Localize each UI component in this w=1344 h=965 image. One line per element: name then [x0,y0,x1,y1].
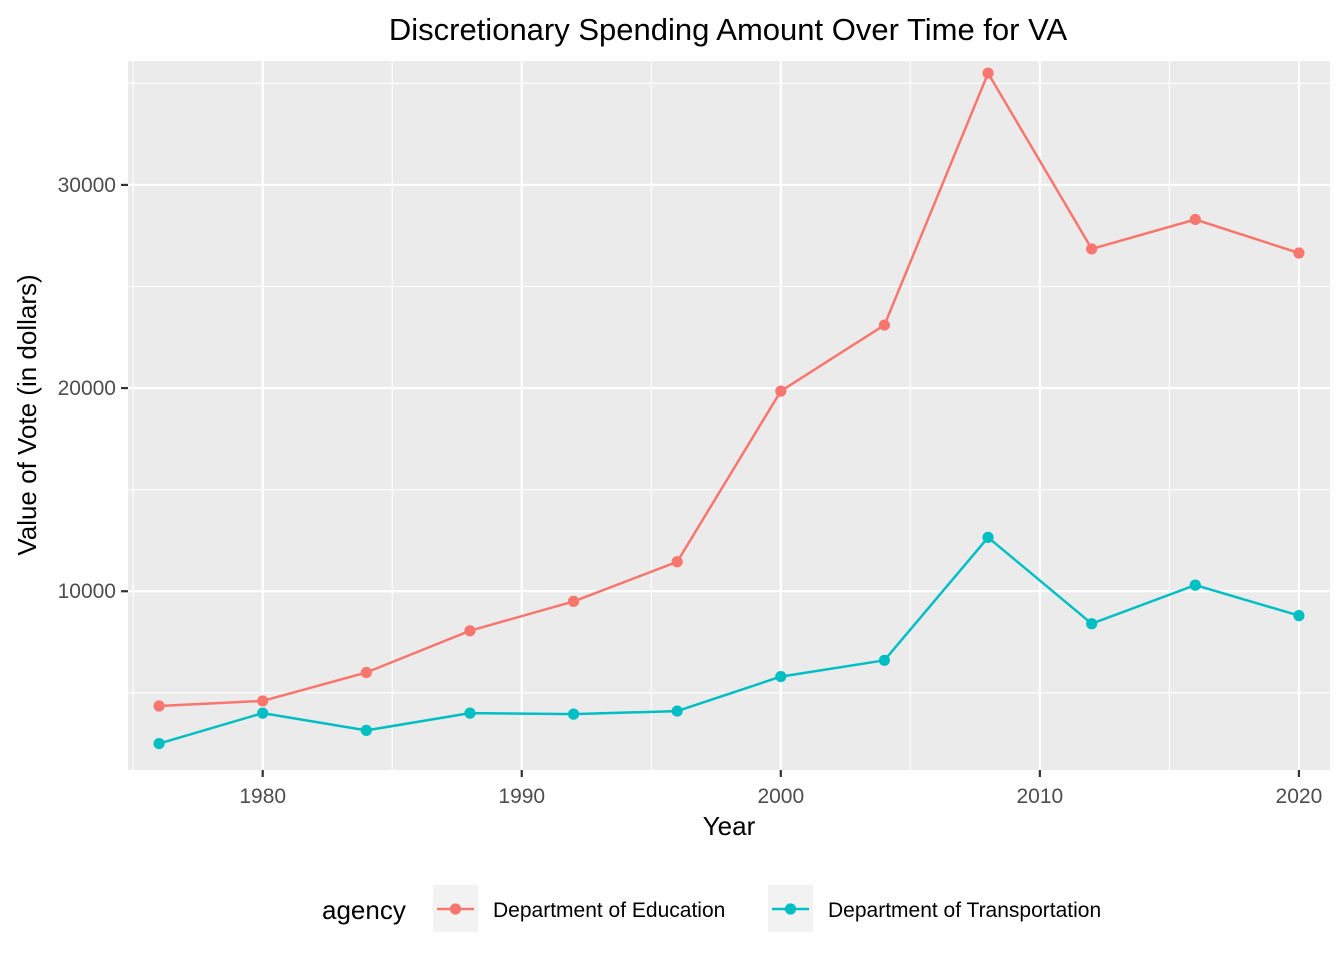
data-point-department-of-transportation [1189,579,1201,591]
data-point-department-of-transportation [982,531,994,543]
plot-panel [128,61,1330,770]
data-point-department-of-transportation [567,708,580,720]
data-point-department-of-education [1189,213,1201,226]
data-point-department-of-education [567,595,580,607]
legend-item: Department of Education [433,885,725,932]
y-tick-label: 10000 [58,580,116,603]
series-line-department-of-transportation [158,536,1300,745]
axis-ticks [121,183,1301,777]
data-point-department-of-transportation [878,654,891,666]
data-point-department-of-education [153,700,165,712]
x-tick-label: 2000 [757,785,804,808]
legend-label: Department of Transportation [828,899,1101,922]
data-point-department-of-transportation [1293,610,1305,622]
legend: agency Department of Education Department… [322,885,1101,932]
data-point-department-of-education [360,666,372,679]
chart-title: Discretionary Spending Amount Over Time … [389,12,1068,47]
legend-key-point [784,903,797,915]
data-point-department-of-education [878,319,891,331]
series-lines [158,71,1300,745]
data-point-department-of-transportation [1086,618,1098,630]
data-point-department-of-education [1086,243,1098,255]
data-point-department-of-education [671,556,683,568]
x-tick-label: 2010 [1017,785,1064,808]
legend-label: Department of Education [493,899,725,922]
major-gridlines [128,61,1330,770]
data-point-department-of-transportation [464,707,476,719]
series-points [153,67,1305,750]
y-axis-title: Value of Vote (in dollars) [12,274,42,555]
y-tick-label: 30000 [58,174,116,197]
data-point-department-of-education [464,625,476,637]
legend-key-point [449,903,462,915]
data-point-department-of-transportation [671,705,683,717]
series-line-department-of-education [159,71,1300,708]
x-tick-label: 1980 [239,785,286,808]
x-tick-label: 2020 [1276,785,1323,808]
x-axis-tick-labels: 1980 1990 2000 2010 2020 [239,785,1322,808]
y-axis-tick-labels: 10000 20000 30000 [58,174,116,603]
x-axis-title: Year [703,811,756,841]
data-point-department-of-transportation [153,737,165,750]
legend-title: agency [322,895,406,925]
data-point-department-of-education [775,385,787,397]
data-point-department-of-transportation [775,670,787,683]
legend-item: Department of Transportation [768,885,1101,932]
data-point-department-of-transportation [257,707,269,719]
legend-items: Department of Education Department of Tra… [433,885,1101,932]
x-tick-label: 1990 [498,785,545,808]
y-tick-label: 20000 [58,377,116,400]
data-point-department-of-transportation [360,724,372,736]
data-point-department-of-education [1293,247,1305,259]
data-point-department-of-education [257,695,269,707]
data-point-department-of-education [982,67,994,79]
